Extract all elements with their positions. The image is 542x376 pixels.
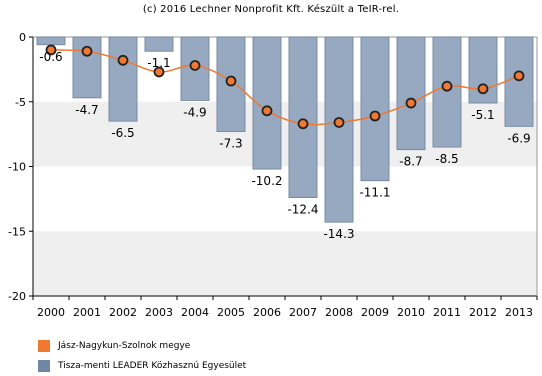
x-tick-label: 2010 [397, 306, 425, 319]
x-tick-label: 2007 [289, 306, 317, 319]
x-tick-label: 2002 [109, 306, 137, 319]
legend-item-leader: Tisza-menti LEADER Közhasznú Egyesület [38, 356, 246, 376]
bar-data-label: -12.4 [287, 203, 318, 217]
bar [288, 36, 318, 198]
y-tick-label: -15 [8, 225, 26, 238]
line-marker [513, 70, 525, 82]
legend: Jász-Nagykun-Szolnok megye Tisza-menti L… [38, 336, 246, 376]
line-marker [117, 54, 129, 66]
x-tick-label: 2009 [361, 306, 389, 319]
y-tick-label: -10 [8, 161, 26, 174]
bar-data-label: -5.1 [471, 108, 494, 122]
bar-data-label: -4.9 [183, 105, 206, 119]
copyright-text: (c) 2016 Lechner Nonprofit Kft. Készült … [142, 4, 400, 15]
x-tick-label: 2003 [145, 306, 173, 319]
line-marker [153, 66, 165, 78]
y-tick-label: -5 [15, 96, 26, 109]
bar [396, 36, 426, 151]
bar-data-label: -6.5 [111, 126, 134, 140]
bar-data-label: -14.3 [323, 227, 354, 241]
bar-data-label: -1.1 [147, 56, 170, 70]
line-marker [189, 60, 201, 71]
bar [432, 36, 462, 148]
line-marker [333, 117, 345, 128]
line-marker [45, 44, 57, 56]
bar-data-label: -8.5 [435, 152, 458, 166]
x-tick-label: 2008 [325, 306, 353, 319]
x-tick-label: 2000 [37, 306, 65, 319]
line-marker [261, 105, 273, 117]
bar-data-label: -6.9 [507, 131, 530, 145]
x-tick-label: 2012 [469, 306, 497, 319]
legend-swatch-leader [38, 360, 50, 372]
y-tick-label: -20 [8, 290, 26, 303]
legend-label-county: Jász-Nagykun-Szolnok megye [58, 341, 191, 351]
line-marker [81, 45, 93, 57]
bar-data-label: -0.6 [39, 50, 62, 64]
bar-data-label: -10.2 [251, 174, 282, 188]
legend-swatch-county [38, 340, 50, 352]
legend-label-leader: Tisza-menti LEADER Közhasznú Egyesület [58, 361, 247, 371]
line-marker [405, 97, 417, 109]
bar [36, 36, 66, 46]
x-tick-label: 2005 [217, 306, 245, 319]
bar-data-label: -7.3 [219, 137, 242, 151]
line-marker [225, 75, 237, 87]
bar-data-label: -11.1 [359, 186, 390, 200]
legend-item-county: Jász-Nagykun-Szolnok megye [38, 336, 246, 356]
x-tick-label: 2006 [253, 306, 281, 319]
band-15-20 [33, 231, 537, 296]
line-marker [369, 110, 381, 122]
line-marker [441, 80, 453, 92]
bar [108, 36, 138, 122]
x-tick-label: 2004 [181, 306, 209, 319]
bar-data-label: -4.7 [75, 103, 98, 117]
x-tick-label: 2011 [433, 306, 461, 319]
line-marker [477, 83, 489, 95]
bar [504, 36, 534, 127]
bar-data-label: -8.7 [399, 155, 422, 169]
y-tick-label: 0 [19, 31, 26, 44]
bar [324, 36, 354, 223]
bar [360, 36, 390, 182]
x-tick-label: 2001 [73, 306, 101, 319]
bar [144, 36, 174, 52]
line-marker [297, 118, 309, 130]
x-tick-label: 2013 [505, 306, 533, 319]
